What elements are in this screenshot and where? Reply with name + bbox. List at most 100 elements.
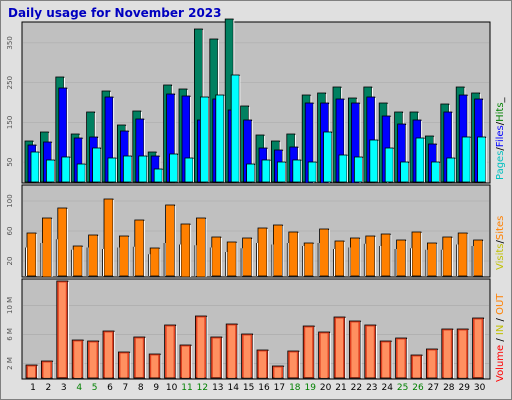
y-tick-label: 60 (6, 227, 14, 236)
bar-pages (61, 156, 71, 183)
legend-visits: Visits (495, 243, 506, 270)
x-tick-label: 28 (443, 383, 455, 393)
x-tick-label: 12 (197, 383, 208, 393)
bar-pages (276, 161, 286, 183)
bar-volume-fill (120, 353, 128, 378)
bar-pages (261, 159, 271, 183)
x-tick-label: 6 (107, 383, 113, 393)
x-tick-label: 18 (289, 383, 301, 393)
bar-volume-fill (474, 319, 482, 378)
bar-sites (165, 204, 176, 277)
bar-volume-fill (320, 333, 328, 378)
bar-volume-fill (197, 317, 205, 378)
legend-volume-label: Volume (495, 345, 506, 382)
bar-pages (92, 147, 101, 183)
bar-volume-fill (382, 342, 390, 378)
bar-volume-fill (459, 330, 467, 378)
bar-files (350, 102, 360, 184)
bar-volume-fill (135, 338, 143, 378)
bar-sites (380, 233, 391, 277)
bar-volume-fill (89, 342, 97, 378)
bar-volume-fill (305, 327, 313, 378)
legend-sep: / (495, 239, 506, 243)
bar-pages (199, 96, 209, 183)
bar-files (304, 102, 314, 184)
bar-volume-fill (259, 351, 266, 378)
x-tick-label: 27 (428, 383, 439, 393)
x-tick-label: 25 (397, 383, 408, 393)
x-tick-label: 20 (320, 383, 332, 393)
bar-pages (307, 161, 317, 183)
bar-sites (72, 245, 83, 277)
legend-sep: / (495, 147, 506, 151)
bar-volume-fill (182, 346, 189, 378)
bar-sites (149, 247, 160, 277)
svg-text:Visits/Sites: Visits/Sites (495, 216, 506, 270)
legend-volume: Volume / IN / OUT (495, 293, 506, 382)
bar-pages (230, 74, 240, 183)
bar-sites (134, 219, 145, 277)
bar-volume-fill (443, 330, 451, 378)
bar-sites (26, 232, 37, 277)
bar-volume-fill (289, 352, 297, 378)
x-tick-label: 26 (412, 383, 424, 393)
bar-sites (473, 239, 484, 277)
chart-title: Daily usage for November 2023 (8, 6, 222, 20)
bar-sites (411, 231, 422, 277)
bar-sites (396, 239, 407, 277)
bar-sites (426, 242, 437, 277)
bar-pages (430, 161, 440, 183)
x-tick-label: 2 (46, 383, 52, 393)
x-tick-label: 11 (181, 383, 192, 393)
bar-pages (415, 137, 425, 183)
bar-volume-fill (366, 326, 374, 378)
x-tick-label: 23 (366, 383, 377, 393)
legend-pages: Pages (495, 151, 506, 180)
bar-sites (349, 237, 360, 277)
x-tick-label: 21 (335, 383, 346, 393)
legend-sites: Sites (495, 216, 506, 240)
svg-text:Pages/Files/Hits_: Pages/Files/Hits_ (495, 96, 506, 180)
x-tick-label: 16 (258, 383, 270, 393)
legend-visits-sites: Visits/Sites (495, 216, 506, 270)
x-tick-label: 15 (243, 383, 254, 393)
bar-sites (288, 231, 299, 277)
y-tick-label: 10 M (6, 297, 14, 314)
bar-sites (303, 242, 314, 277)
bar-pages (446, 157, 456, 183)
bar-pages (292, 159, 302, 183)
y-tick-label: 150 (6, 116, 14, 129)
bar-volume-fill (105, 332, 112, 378)
x-tick-label: 4 (76, 383, 82, 393)
bar-sites (211, 236, 222, 277)
bar-volume-fill (43, 362, 51, 378)
y-tick-label: 2 M (6, 357, 14, 370)
bar-pages (138, 155, 148, 183)
legend-hits: Hits (495, 102, 506, 121)
x-tick-label: 24 (381, 383, 393, 393)
bar-volume-fill (74, 341, 82, 378)
bar-pages (246, 163, 256, 183)
bar-pages (384, 147, 394, 183)
bar-pages (353, 156, 363, 183)
bar-sites (334, 240, 345, 277)
bar-pages (461, 136, 471, 183)
svg-text:Volume / IN / OUT: Volume / IN / OUT (495, 293, 506, 382)
bar-volume-fill (397, 339, 405, 378)
bar-volume-fill (58, 282, 66, 378)
x-tick-label: 3 (61, 383, 67, 393)
y-tick-label: 250 (6, 76, 14, 89)
bar-sites (365, 235, 376, 277)
bar-volume-fill (28, 366, 35, 378)
x-tick-label: 1 (30, 383, 36, 393)
bar-sites (103, 198, 114, 277)
x-tick-label: 7 (123, 383, 129, 393)
bar-volume-fill (228, 325, 236, 378)
legend-in: IN (495, 325, 506, 335)
bar-pages (338, 154, 348, 183)
bar-volume-fill (151, 355, 159, 378)
bar-sites (442, 236, 453, 277)
bar-volume-fill (413, 356, 420, 378)
legend-hits-files-pages: Pages/Files/Hits_ (495, 96, 506, 180)
y-tick-label: 50 (6, 158, 14, 167)
